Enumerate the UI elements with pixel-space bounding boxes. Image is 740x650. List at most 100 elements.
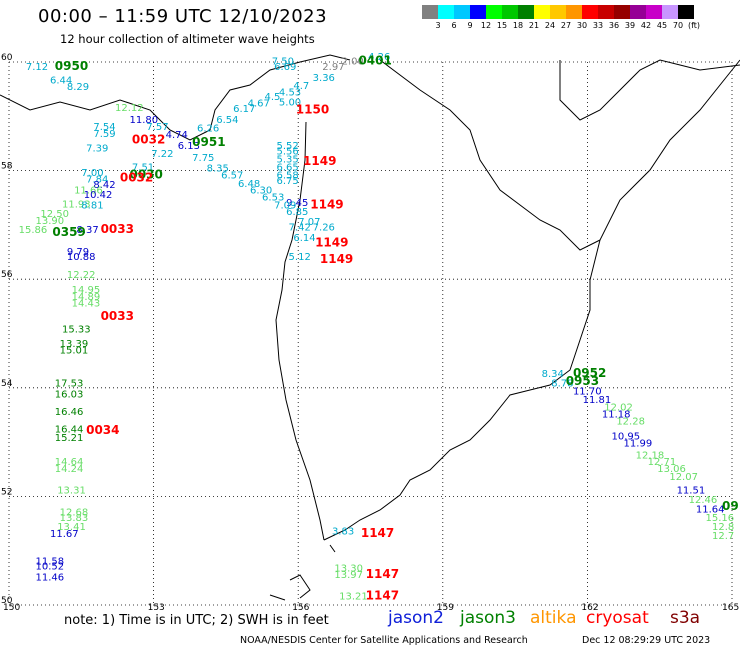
colorbar-label: 6 [451,21,457,30]
colorbar-swatch [630,5,646,19]
pass-time-label: 0033 [101,309,134,323]
kamchatka-east-coast [323,59,740,541]
wave-height-value: 6.85 [286,207,308,218]
wave-height-value: 11.51 [677,486,706,497]
wave-height-value: 13.90 [36,216,65,227]
wave-height-value: 15.86 [19,225,48,236]
wave-height-value: 7.07 [298,217,320,228]
wave-height-value: 8.35 [207,164,229,175]
wave-height-value: 12.02 [604,403,633,414]
wave-height-value: 15.16 [705,513,734,524]
wave-height-value: 4.7 [293,81,309,92]
wave-height-value: 8.29 [67,82,89,93]
pass-time-label: 0032 [120,170,153,184]
wave-height-value: 7.42 [289,222,311,233]
wave-height-value: 12.46 [689,495,718,506]
wave-height-values: 7.50 7.12 6.69 4.26 2.002.973.36 6.44 4.7 8.29 4… [19,52,735,603]
colorbar-unit: (ft) [687,21,701,30]
colorbar-label: 70 [672,21,684,30]
wave-height-value: 8.34 [542,369,564,380]
footer-note: note: 1) Time is in UTC; 2) SWH is in fe… [64,613,329,628]
chukotka-coast [559,59,740,121]
colorbar-swatch [566,5,582,19]
wave-height-value: 16.46 [55,407,84,418]
wave-height-value: 11.93 [62,200,91,211]
pass-time-label: 0032 [132,132,165,146]
wave-height-value: 12.68 [60,507,89,518]
wave-height-value: 5.00 [279,97,301,108]
pass-time-label: 0950 [55,59,88,73]
wave-height-value: 6.14 [293,233,315,244]
colorbar-label: 39 [624,21,636,30]
kuril-islands [269,544,336,601]
colorbar-label: 33 [592,21,604,30]
wave-height-value: 6.58 [277,171,299,182]
colorbar-swatch [438,5,454,19]
wave-height-value: 13.31 [57,486,86,497]
wave-height-value: 12.71 [648,457,677,468]
colorbar-swatch [550,5,566,19]
footer-timestamp: Dec 12 08:29:29 UTC 2023 [582,635,711,646]
colorbar-label: 9 [467,21,473,30]
wave-height-value: 7.84 [86,175,108,186]
page-subtitle: 12 hour collection of altimeter wave hei… [60,32,315,46]
wave-height-value: 11.67 [50,529,79,540]
colorbar-label: 36 [608,21,620,30]
kamchatka-west-coast [275,121,325,541]
wave-height-value: 12.50 [40,209,69,220]
lon-label: 162 [581,603,598,613]
wave-height-value: 2.97 [322,62,344,73]
wave-height-value: 11.99 [624,438,653,449]
colorbar-swatch [502,5,518,19]
wave-height-value: 14.43 [72,298,101,309]
wave-height-value: 11.81 [583,395,612,406]
pass-time-label: 1150 [296,103,329,117]
wave-height-value: 5.12 [289,252,311,263]
wave-height-value: 13.06 [657,464,686,475]
wave-height-value: 5.52 [277,141,299,152]
wave-height-value: 14.64 [55,457,84,468]
wave-height-value: 3.36 [313,73,335,84]
pass-times: 0950 040111500951003211490030003211490033… [52,54,738,603]
pass-time-label: 0033 [101,222,134,236]
wave-height-value: 7.59 [93,129,115,140]
wave-height-value: 13.41 [57,522,86,533]
wave-height-value: 6.69 [274,62,296,73]
lon-label: 153 [148,603,165,613]
colorbar-label: 45 [656,21,668,30]
wave-height-value: 11.64 [696,505,725,516]
wave-height-value: 12.7 [712,531,734,542]
colorbar-swatch [582,5,598,19]
wave-height-value: 6.44 [50,76,72,87]
wave-height-value: 11.46 [36,573,65,584]
wave-height-value: 6.26 [197,124,219,135]
wave-height-value: 7.26 [313,222,335,233]
pass-time-label: 1147 [361,526,394,540]
pass-time-label: 1149 [315,236,348,250]
wave-height-value: 12.22 [67,270,96,281]
wave-height-value: 14.95 [72,285,101,296]
wave-height-value: 4.26 [368,52,390,63]
coastline [0,54,740,601]
pass-time-label: 1147 [366,567,399,581]
wave-height-value: 8.42 [93,180,115,191]
wave-height-value: 12.8 [712,522,734,533]
wave-height-value: 7.09 [274,201,296,212]
colorbar-swatch [678,5,694,19]
koryak-coast [379,59,601,251]
pass-time-label: 09 [722,499,739,513]
pass-time-label: 1147 [366,589,399,603]
wave-height-value: 13.30 [334,563,363,574]
wave-height-value: 11.18 [602,410,631,421]
colorbar [422,5,694,19]
wave-height-value: 8.81 [81,201,103,212]
wave-height-value: 7.12 [26,62,48,73]
colorbar-swatch [646,5,662,19]
wave-height-value: 17.53 [55,379,84,390]
lon-label: 159 [437,603,454,613]
lat-label: 50 [1,596,13,606]
colorbar-label: 15 [496,21,508,30]
wave-height-value: 13.83 [60,513,89,524]
lon-labels: 150 153 156 159 162 165 [3,603,739,613]
